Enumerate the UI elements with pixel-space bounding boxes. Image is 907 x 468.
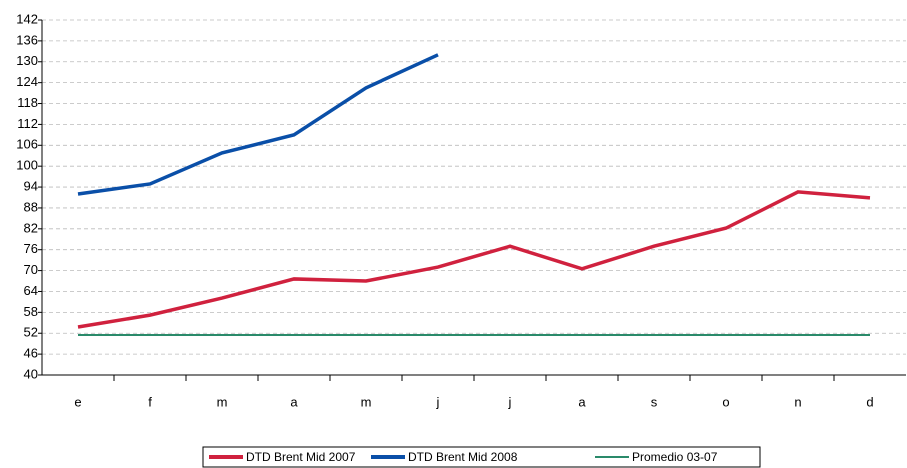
y-tick-label: 106: [16, 137, 38, 152]
x-tick-label: f: [148, 394, 152, 409]
legend-box: [202, 446, 761, 468]
y-tick-label: 76: [24, 241, 38, 256]
x-tick-label: d: [866, 394, 873, 409]
x-tick-label: m: [361, 394, 372, 409]
legend-label: DTD Brent Mid 2008: [408, 450, 518, 464]
y-tick-label: 136: [16, 32, 38, 47]
y-tick-label: 70: [24, 262, 38, 277]
x-tick-label: n: [794, 394, 801, 409]
x-tick-label: a: [290, 394, 298, 409]
y-tick-label: 100: [16, 158, 38, 173]
y-tick-label: 94: [24, 178, 38, 193]
y-tick-label: 112: [17, 116, 38, 131]
legend-label: Promedio 03-07: [632, 450, 718, 464]
x-tick-label: o: [722, 394, 729, 409]
y-tick-label: 64: [24, 283, 38, 298]
legend-label: DTD Brent Mid 2007: [246, 450, 356, 464]
y-tick-label: 46: [24, 346, 38, 361]
y-tick-label: 82: [24, 220, 38, 235]
x-tick-label: s: [651, 394, 658, 409]
series-line: [77, 190, 871, 329]
y-tick-label: 142: [16, 11, 38, 26]
y-tick-label: 124: [16, 74, 38, 89]
x-tick-label: j: [436, 394, 440, 409]
x-tick-label: m: [217, 394, 228, 409]
x-tick-label: a: [578, 394, 586, 409]
y-tick-label: 52: [24, 325, 38, 340]
y-tick-label: 40: [24, 366, 38, 381]
series-line: [77, 53, 439, 196]
y-tick-label: 118: [17, 95, 38, 110]
x-tick-label: e: [74, 394, 81, 409]
x-tick-label: j: [508, 394, 512, 409]
y-tick-label: 130: [16, 53, 38, 68]
y-tick-label: 58: [24, 304, 38, 319]
y-tick-label: 88: [24, 199, 38, 214]
